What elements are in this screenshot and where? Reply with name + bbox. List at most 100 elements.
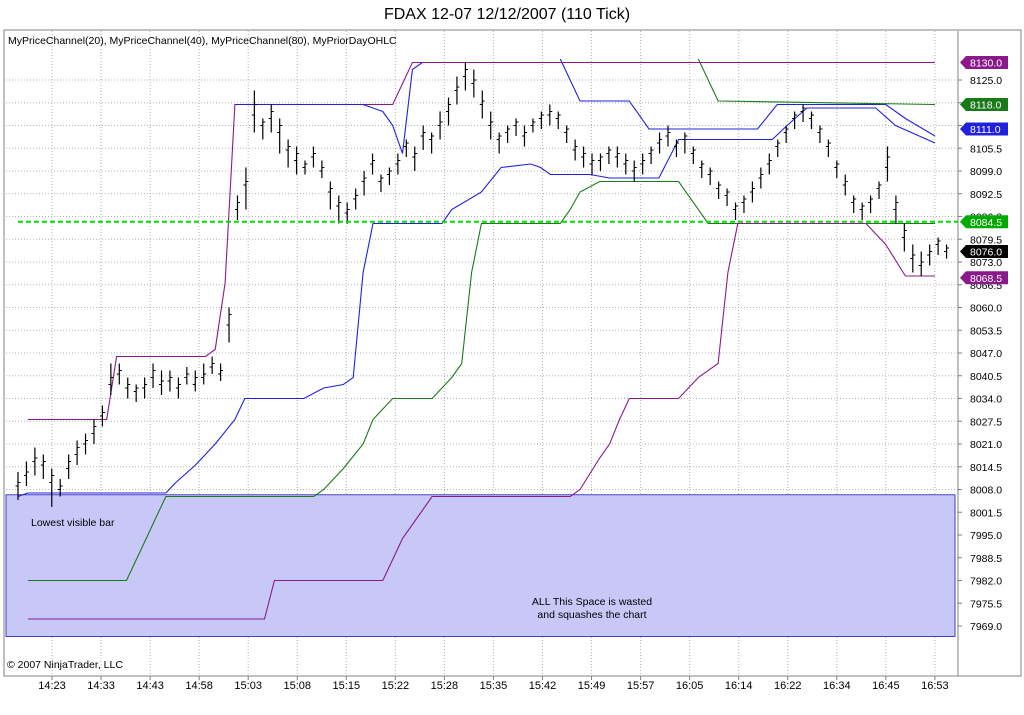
ohlc-bar [505, 125, 511, 143]
ohlc-bar [420, 125, 426, 150]
x-tick-label: 16:34 [823, 680, 851, 692]
lowest-bar-annotation: Lowest visible bar [31, 517, 115, 529]
channel-series-line [559, 58, 936, 137]
ohlc-bar [733, 202, 739, 220]
ohlc-bar [918, 251, 924, 276]
y-tick-label: 8001.5 [970, 507, 1002, 519]
ohlc-bar [564, 125, 570, 143]
ohlc-bar [218, 363, 224, 381]
ohlc-bar [268, 104, 274, 133]
price-tags: 8130.0 8118.0 8111.0 8084.5 8076.0 8068.5 [960, 56, 1008, 285]
ohlc-bar [699, 160, 705, 178]
ohlc-bar [57, 479, 63, 497]
x-tick-label: 15:49 [578, 680, 606, 692]
ohlc-bar [716, 181, 722, 199]
ohlc-bar [184, 367, 190, 385]
price-tag-label: 8084.5 [970, 217, 1002, 229]
y-tick-label: 7995.0 [970, 530, 1002, 542]
ohlc-bar [851, 195, 857, 213]
x-tick-label: 15:42 [529, 680, 557, 692]
ohlc-bar [454, 76, 460, 105]
x-tick-label: 15:28 [431, 680, 459, 692]
x-tick-label: 16:45 [872, 680, 900, 692]
ohlc-bar [783, 125, 789, 143]
chart-title: FDAX 12-07 12/12/2007 (110 Tick) [384, 6, 630, 23]
price-tag-label: 8130.0 [970, 58, 1002, 70]
channel-series-line [17, 107, 936, 498]
ohlc-bar [133, 384, 139, 402]
ohlc-bar [513, 118, 519, 136]
x-tick-label: 15:35 [480, 680, 508, 692]
ohlc-bar [640, 153, 646, 175]
ohlc-bar [251, 90, 257, 133]
ohlc-bar [834, 160, 840, 178]
y-tick-label: 8040.5 [970, 371, 1002, 383]
price-tag: 8118.0 [960, 98, 1008, 112]
ohlc-bar [403, 139, 409, 157]
channel-lines [17, 58, 936, 620]
ohlc-bar [589, 153, 595, 175]
y-tick-label: 8047.0 [970, 348, 1002, 360]
ohlc-bar [547, 104, 553, 126]
y-tick-label: 7988.5 [970, 553, 1002, 565]
price-tag-label: 8111.0 [970, 124, 1001, 136]
ohlc-bar [310, 146, 316, 168]
x-tick-label: 16:05 [676, 680, 704, 692]
ohlc-bar [758, 167, 764, 189]
channel-series-line [234, 62, 423, 154]
ohlc-bar [741, 195, 747, 213]
ohlc-bar [302, 160, 308, 175]
ohlc-bar [99, 405, 105, 427]
indicators-label: MyPriceChannel(20), MyPriceChannel(40), … [8, 35, 397, 47]
ohlc-bar [682, 132, 688, 154]
x-tick-label: 16:53 [921, 680, 949, 692]
ohlc-bar [74, 440, 80, 465]
channel-series-line [697, 58, 936, 106]
channel-series-line [27, 61, 935, 421]
ohlc-bar [446, 97, 452, 126]
ohlc-bar [859, 202, 865, 220]
wasted-space-note-line1: ALL This Space is wasted [532, 596, 652, 608]
x-tick-label: 15:57 [627, 680, 655, 692]
price-tag: 8111.0 [960, 122, 1008, 136]
ohlc-bar [370, 153, 376, 175]
y-tick-label: 8105.5 [970, 143, 1002, 155]
x-tick-label: 14:43 [136, 680, 164, 692]
x-tick-label: 16:14 [725, 680, 753, 692]
ohlc-bar [209, 356, 215, 374]
ohlc-bar [893, 195, 899, 224]
x-tick-label: 15:22 [382, 680, 410, 692]
ohlc-bar [901, 223, 907, 252]
ohlc-bar [437, 111, 443, 140]
ohlc-bar [429, 132, 435, 154]
y-tick-label: 8008.0 [970, 485, 1002, 497]
ohlc-bar [294, 146, 300, 175]
y-tick-label: 8073.0 [970, 257, 1002, 269]
wasted-space-note-line2: and squashes the chart [537, 609, 646, 621]
ohlc-bar [277, 118, 283, 154]
price-tag: 8130.0 [960, 56, 1008, 70]
ohlc-bar [125, 377, 131, 399]
ohlc-bar [471, 69, 477, 98]
ohlc-bar [631, 160, 637, 182]
ohlc-bar [412, 146, 418, 171]
ohlc-bar [201, 363, 207, 385]
ohlc-bar [800, 104, 806, 122]
ohlc-bar [344, 202, 350, 224]
ohlc-bar [327, 181, 333, 210]
ohlc-bar [395, 153, 401, 175]
y-tick-label: 8034.0 [970, 394, 1002, 406]
y-tick-label: 8060.0 [970, 303, 1002, 315]
ohlc-bar [606, 146, 612, 164]
price-tag: 8084.5 [960, 215, 1008, 229]
ohlc-bar [648, 146, 654, 164]
ohlc-bar [488, 111, 494, 140]
ohlc-bar [150, 363, 156, 388]
ohlc-bar [707, 167, 713, 185]
ohlc-bar [336, 195, 342, 224]
ohlc-bar [665, 125, 671, 147]
ohlc-bar [32, 447, 38, 476]
x-tick-label: 14:58 [185, 680, 213, 692]
ohlc-bar [690, 146, 696, 164]
ohlc-bar [462, 62, 468, 91]
